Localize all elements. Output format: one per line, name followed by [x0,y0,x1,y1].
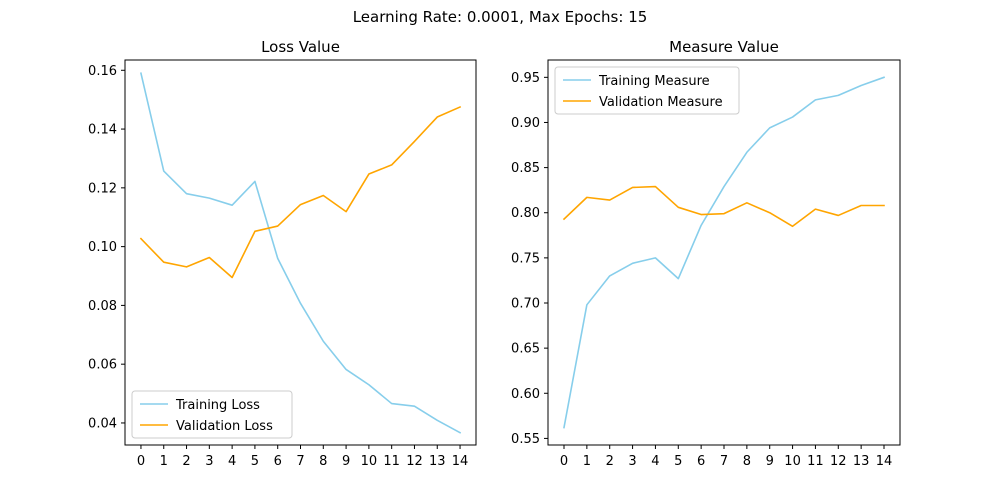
loss-series-line-validation [139,105,462,279]
loss-x-tick-label: 10 [361,454,378,469]
loss-y-tick-label: 0.10 [88,240,117,255]
loss-x-tick-label: 12 [406,454,423,469]
loss-x-tick-label: 5 [251,454,259,469]
measure-y-tick-label: 0.55 [511,432,540,447]
loss-x-tick-label: 3 [205,454,213,469]
measure-x-tick-label: 14 [876,454,893,469]
measure-y-tick-label: 0.65 [511,342,540,357]
measure-y-tick-label: 0.95 [511,71,540,86]
loss-x-tick-label: 1 [160,454,168,469]
measure-legend-box [554,66,740,115]
loss-y-tick-label: 0.08 [88,299,117,314]
loss-legend-box [131,390,293,439]
measure-y-tick-label: 0.85 [511,161,540,176]
loss-legend-label-training: Training Loss [175,398,260,413]
measure-y-tick-label: 0.70 [511,297,540,312]
loss-y-tick-label: 0.04 [88,416,117,431]
measure-x-tick-label: 12 [830,454,847,469]
measure-x-tick-label: 5 [674,454,682,469]
measure-x-tick-label: 1 [583,454,591,469]
loss-x-tick-label: 2 [182,454,190,469]
measure-x-tick-label: 11 [807,454,824,469]
measure-y-tick-label: 0.60 [511,387,540,402]
loss-series-line-training [139,72,462,434]
measure-x-tick-label: 2 [606,454,614,469]
measure-x-tick-label: 4 [651,454,659,469]
measure-legend-label-validation: Validation Measure [599,95,723,110]
loss-x-tick-label: 7 [296,454,304,469]
measure-x-tick-label: 6 [697,454,705,469]
measure-chart-title: Measure Value [669,38,779,56]
measure-x-tick-label: 9 [766,454,774,469]
measure-series-line-training [563,76,886,429]
loss-x-tick-label: 8 [319,454,327,469]
measure-y-tick-label: 0.90 [511,116,540,131]
loss-x-tick-label: 13 [429,454,446,469]
loss-y-tick-label: 0.16 [88,64,117,79]
measure-legend: Training Measure Validation Measure [554,66,740,115]
measure-series-line-validation [562,185,885,228]
measure-x-tick-label: 13 [853,454,870,469]
measure-x-tick-label: 10 [784,454,801,469]
loss-x-tick-label: 14 [452,454,469,469]
loss-x-tick-label: 9 [342,454,350,469]
loss-x-tick-label: 6 [274,454,282,469]
loss-legend-label-validation: Validation Loss [176,419,273,434]
figure-suptitle: Learning Rate: 0.0001, Max Epochs: 15 [353,8,648,26]
measure-x-tick-label: 8 [743,454,751,469]
measure-legend-label-training: Training Measure [598,74,710,89]
measure-x-tick-label: 3 [628,454,636,469]
loss-x-tick-label: 0 [137,454,145,469]
loss-y-tick-label: 0.14 [88,123,117,138]
loss-y-tick-label: 0.06 [88,358,117,373]
loss-chart-title: Loss Value [261,38,340,56]
loss-x-tick-label: 4 [228,454,236,469]
measure-y-tick-label: 0.75 [511,251,540,266]
loss-y-tick-label: 0.12 [88,181,117,196]
measure-x-tick-label: 0 [560,454,568,469]
measure-y-tick-label: 0.80 [511,206,540,221]
loss-legend: Training Loss Validation Loss [131,390,293,439]
loss-x-tick-label: 11 [383,454,400,469]
measure-x-tick-label: 7 [720,454,728,469]
